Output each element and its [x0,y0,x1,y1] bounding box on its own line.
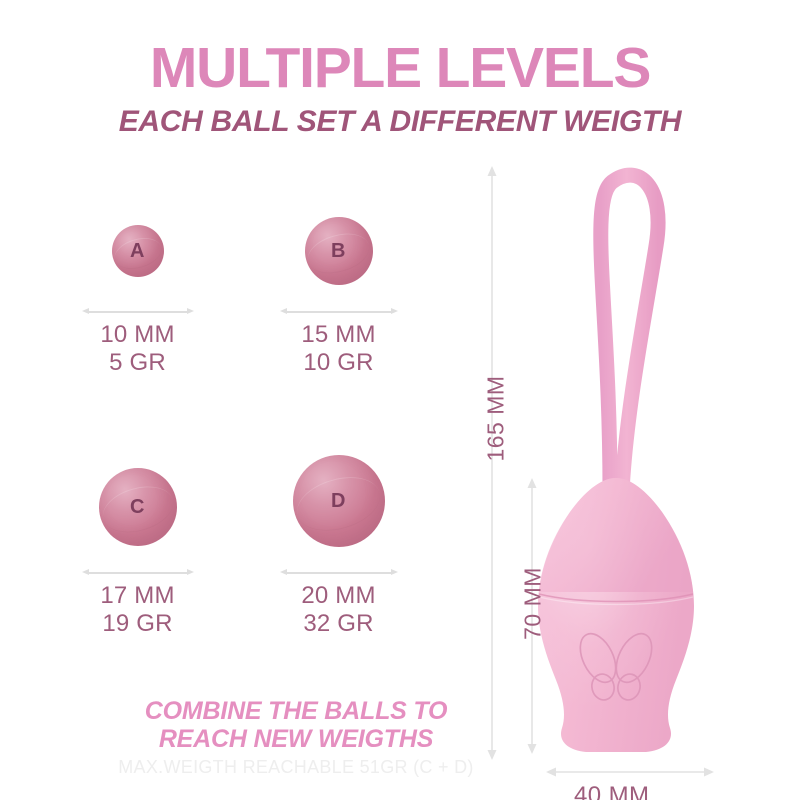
ball-diameter-a: 10 MM [100,321,175,348]
ball-cell-a: A 10 MM 5 GR [55,225,220,377]
dimension-arrow-left-icon [546,767,556,777]
arrow-head-right-icon [390,308,398,315]
dimension-arrow-up-icon [487,166,497,176]
arrow-bar [285,572,392,574]
device-body [538,478,694,752]
product-illustration: 165 MM 70 MM 40 MM [470,160,790,800]
ball-measure-c: 17 MM 19 GR [55,582,220,638]
dimension-arrow-d [279,568,398,577]
arrow-head-left-icon [81,308,89,315]
arrow-bar [87,311,188,313]
ball-weight-a: 5 GR [109,348,166,376]
ball-graphic-d: D [290,455,387,547]
ball-sphere-d: D [290,455,387,547]
ball-graphic-c: C [97,468,178,546]
page-subtitle: EACH BALL SET A DIFFERENT WEIGTH [118,105,682,138]
dimension-arrow-right-icon [704,767,714,777]
ball-diameter-d: 20 MM [301,582,376,609]
dimension-arrow-a [81,307,194,316]
arrow-head-left-icon [279,569,287,576]
ball-letter-c: C [130,495,145,518]
ball-graphic-b: B [303,217,374,285]
page-title: MULTIPLE LEVELS [149,36,651,100]
ball-diameter-b: 15 MM [301,321,376,348]
ball-weight-b: 10 GR [303,348,374,376]
arrow-head-right-icon [186,569,194,576]
ball-cell-b: B 15 MM 10 GR [256,217,421,377]
ball-measure-d: 20 MM 32 GR [256,582,421,638]
header: MULTIPLE LEVELS EACH BALL SET A DIFFEREN… [0,40,800,137]
dimension-arrow-up-icon [527,478,537,488]
label-total-length: 165 MM [482,375,509,462]
ball-sphere-b: B [303,217,374,285]
combine-line-2: REACH NEW WEIGTHS [158,725,434,753]
dimension-arrow-b [279,307,398,316]
ball-measure-b: 15 MM 10 GR [256,321,421,377]
dimension-arrow-down-icon [487,750,497,760]
body-seam-line [538,593,694,603]
arrow-head-right-icon [390,569,398,576]
max-weight-note: MAX.WEIGTH REACHABLE 51GR (C + D) [118,757,474,777]
arrow-bar [87,572,188,574]
ball-diameter-c: 17 MM [100,582,175,609]
ball-weight-c: 19 GR [102,609,173,637]
dimension-arrow-down-icon [527,744,537,754]
arrow-head-left-icon [81,569,89,576]
ball-cell-d: D 20 MM 32 GR [256,455,421,638]
retrieval-cord [593,167,666,527]
combine-line-1: COMBINE THE BALLS TO [144,697,448,725]
footer-copy: COMBINE THE BALLS TO REACH NEW WEIGTHS M… [96,697,496,778]
arrow-head-right-icon [186,308,194,315]
ball-sphere-c: C [97,468,178,546]
label-body-length: 70 MM [519,567,546,640]
combine-headline: COMBINE THE BALLS TO REACH NEW WEIGTHS [96,697,496,753]
ball-sphere-a: A [110,225,165,277]
ball-graphic-a: A [110,225,165,277]
ball-weight-d: 32 GR [303,609,374,637]
dimension-arrow-c [81,568,194,577]
ball-letter-a: A [130,239,145,262]
arrow-bar [285,311,392,313]
ball-letter-b: B [331,239,346,262]
butterfly-emblem-icon [579,632,653,701]
arrow-head-left-icon [279,308,287,315]
ball-letter-d: D [331,489,346,512]
ball-cell-c: C 17 MM 19 GR [55,468,220,638]
device-svg [487,166,714,777]
label-width: 40 MM [574,782,650,800]
ball-measure-a: 10 MM 5 GR [55,321,220,377]
